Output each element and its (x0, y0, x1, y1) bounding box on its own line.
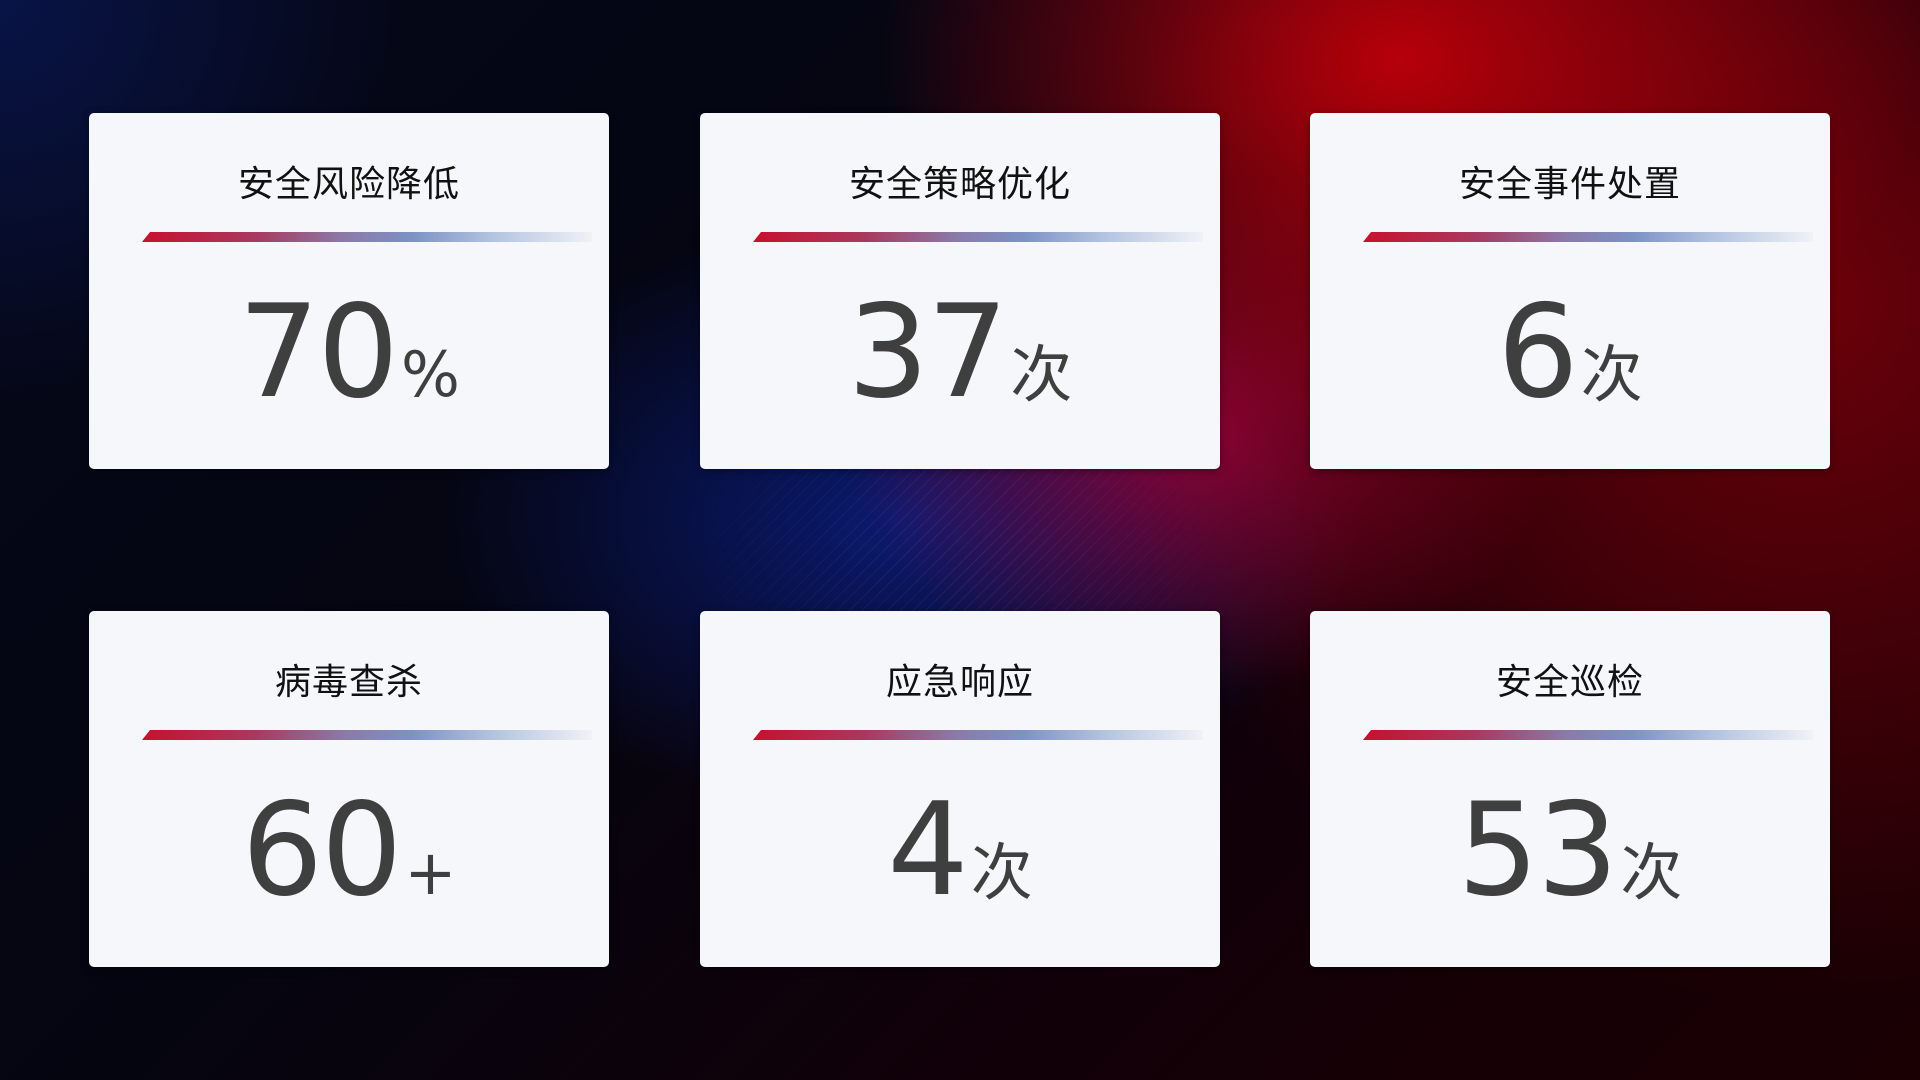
stat-card-risk-reduction: 安全风险降低 70% (89, 113, 609, 469)
card-title: 应急响应 (885, 662, 1034, 703)
card-title: 安全事件处置 (1458, 164, 1681, 205)
card-title: 安全风险降低 (237, 164, 460, 205)
card-value: 4次 (700, 776, 1220, 925)
stat-card-security-inspection: 安全巡检 53次 (1310, 611, 1830, 967)
gradient-divider (1363, 232, 1813, 242)
gradient-divider (1363, 730, 1813, 740)
value-unit: 次 (1620, 836, 1683, 909)
card-value: 60+ (89, 776, 609, 925)
card-value: 37次 (700, 278, 1220, 427)
value-number: 53 (1457, 776, 1619, 925)
value-unit: + (404, 836, 457, 909)
stat-card-emergency-response: 应急响应 4次 (700, 611, 1220, 967)
value-number: 60 (241, 776, 403, 925)
value-unit: 次 (1580, 338, 1643, 411)
value-number: 70 (238, 278, 399, 427)
stat-card-virus-removal: 病毒查杀 60+ (89, 611, 609, 967)
stat-card-incident-handling: 安全事件处置 6次 (1310, 113, 1830, 469)
gradient-divider (142, 232, 592, 242)
card-value: 53次 (1310, 776, 1830, 925)
card-value: 70% (89, 278, 609, 427)
value-unit: 次 (970, 836, 1033, 909)
card-title: 安全巡检 (1495, 662, 1644, 703)
value-unit: % (400, 338, 460, 411)
value-number: 4 (887, 776, 968, 925)
card-title: 安全策略优化 (848, 164, 1071, 205)
card-value: 6次 (1310, 278, 1830, 427)
stat-card-policy-optimization: 安全策略优化 37次 (700, 113, 1220, 469)
gradient-divider (142, 730, 592, 740)
value-number: 6 (1497, 278, 1578, 427)
gradient-divider (753, 232, 1203, 242)
value-number: 37 (847, 278, 1009, 427)
gradient-divider (753, 730, 1203, 740)
value-unit: 次 (1010, 338, 1073, 411)
card-title: 病毒查杀 (274, 662, 423, 703)
